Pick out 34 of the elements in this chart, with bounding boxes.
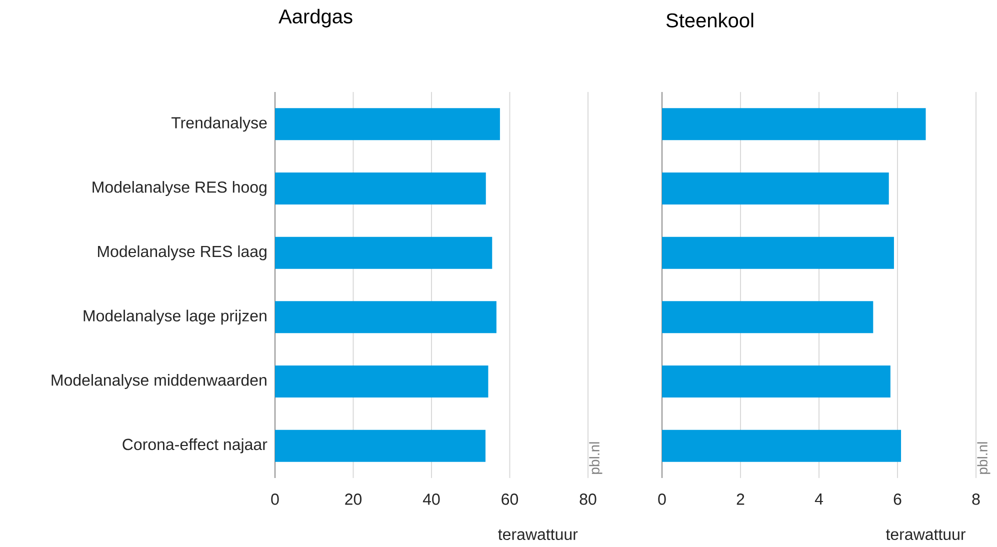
bar [275,108,500,140]
y-tick-label: Modelanalyse RES laag [98,245,266,260]
y-tick-label: Modelanalyse lage prijzen [84,310,266,325]
bar [275,301,496,334]
x-tick-label: 2 [736,494,744,505]
bar [275,366,488,398]
x-tick-label: 20 [345,494,362,505]
bar [662,108,926,140]
y-tick-label: Modelanalyse RES hoog [92,181,266,196]
x-axis-title: terawattuur [886,530,966,540]
y-tick-label: Corona-effect najaar [122,438,268,454]
x-tick-label: 8 [972,494,980,505]
chart-title: Steenkool [666,12,754,28]
x-tick-label: 40 [422,494,440,505]
bar [662,236,894,269]
chart-title: Aardgas [278,8,352,28]
x-tick-label: 6 [894,494,902,505]
bar [662,366,890,398]
x-tick-label: 0 [658,494,666,505]
bar [275,172,486,205]
bar [275,430,486,462]
y-tick-label: Modelanalyse middenwaarden [52,374,266,389]
x-tick-label: 4 [814,494,823,505]
x-tick-label: 0 [271,494,279,505]
bar [662,172,889,205]
x-tick-label: 80 [580,494,596,505]
x-axis-title: terawattuur [498,530,578,540]
bar [662,430,902,462]
x-tick-label: 60 [502,494,518,505]
y-tick-label: Trendanalyse [171,116,267,132]
text: pbl.nl [589,442,602,474]
bar [662,301,874,334]
text: pbl.nl [977,442,990,474]
bar [275,236,492,269]
